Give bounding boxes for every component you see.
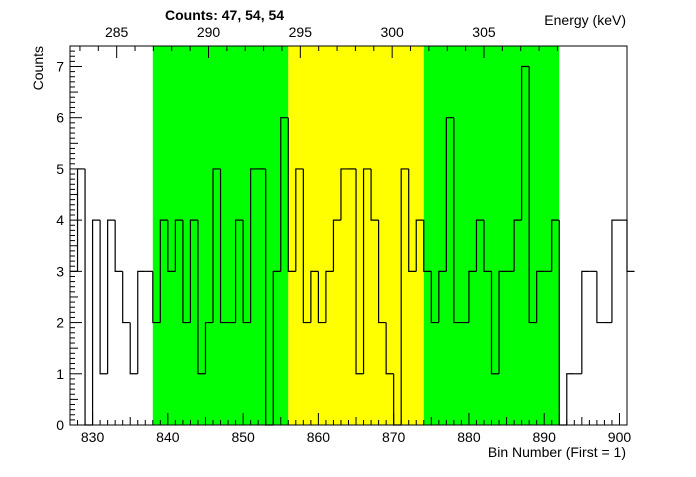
histogram-bin xyxy=(498,270,507,374)
histogram-bin xyxy=(212,168,221,323)
histogram-bin xyxy=(536,270,545,323)
histogram-bin xyxy=(521,65,530,221)
energy-tick-label: 285 xyxy=(105,24,129,40)
histogram-bin xyxy=(174,219,183,272)
histogram-bin xyxy=(453,117,462,324)
histogram-bin xyxy=(99,220,108,375)
energy-tick-label: 300 xyxy=(380,24,404,40)
histogram-bin xyxy=(234,219,244,323)
histogram-bin xyxy=(596,271,605,324)
histogram-bin xyxy=(152,271,161,324)
energy-axis-label: Energy (keV) xyxy=(544,12,626,28)
histogram-bin xyxy=(445,117,454,272)
y-tick-label: 2 xyxy=(56,315,64,331)
y-tick-label: 7 xyxy=(56,58,64,74)
histogram-bin xyxy=(302,168,311,324)
x-tick-label: 840 xyxy=(156,429,180,445)
x-tick-label: 830 xyxy=(81,429,105,445)
histogram-bin xyxy=(340,168,349,221)
histogram-bin xyxy=(167,220,176,272)
histogram-bin xyxy=(490,271,500,375)
x-tick-label: 890 xyxy=(533,429,557,445)
histogram-bin xyxy=(362,168,372,374)
histogram-bin xyxy=(197,220,206,375)
histogram-bin xyxy=(483,220,492,272)
x-tick-label: 860 xyxy=(307,429,331,445)
energy-tick-label: 295 xyxy=(289,24,313,40)
histogram-bin xyxy=(182,220,191,324)
histogram-bin xyxy=(438,270,447,323)
histogram-bin xyxy=(189,219,198,323)
histogram-bin xyxy=(91,219,101,425)
histogram-bin xyxy=(122,271,131,324)
histogram-bin xyxy=(581,270,590,374)
x-tick-label: 900 xyxy=(608,429,632,445)
histogram-bin xyxy=(325,270,334,323)
histogram-bin xyxy=(204,321,214,374)
histogram-bin xyxy=(355,168,364,375)
histogram-bin xyxy=(295,168,304,272)
histogram-bin xyxy=(114,220,123,272)
histogram-bin xyxy=(400,168,409,425)
y-tick-label: 3 xyxy=(56,263,64,279)
histogram-bin xyxy=(558,220,567,426)
histogram-bin xyxy=(310,270,319,323)
histogram-bin xyxy=(468,270,477,323)
histogram-bin xyxy=(566,373,575,425)
energy-tick-label: 305 xyxy=(472,24,496,40)
histogram-bin xyxy=(370,168,379,221)
y-tick-label: 0 xyxy=(56,417,64,433)
histogram-bin xyxy=(423,220,432,272)
y-axis-label: Counts xyxy=(30,46,46,90)
histogram-bin xyxy=(159,219,168,323)
y-tick-label: 5 xyxy=(56,161,64,177)
histogram-bin xyxy=(287,117,296,272)
x-axis-label: Bin Number (First = 1) xyxy=(488,444,626,460)
x-tick-label: 850 xyxy=(231,429,255,445)
histogram-bin xyxy=(250,168,259,323)
axes: 830 840 850 860 870 880 890 900 0 1 2 3 4 5 6 7 285 290 29… xyxy=(56,24,631,445)
histogram-bin xyxy=(332,219,341,272)
histogram-bin xyxy=(385,322,394,375)
histogram-bin xyxy=(280,117,289,272)
histogram-bin xyxy=(611,219,620,323)
chart-title: Counts: 47, 54, 54 xyxy=(165,7,284,23)
x-tick-label: 880 xyxy=(457,429,481,445)
histogram-bin xyxy=(84,168,93,426)
histogram-bin xyxy=(107,219,116,374)
histogram-bin xyxy=(415,219,424,272)
histogram-bin xyxy=(378,220,387,324)
histogram-bin xyxy=(513,219,522,272)
y-tick-label: 4 xyxy=(56,212,64,228)
histogram-bin xyxy=(626,220,635,272)
histogram-bin xyxy=(129,322,138,375)
histogram-bin xyxy=(551,219,560,272)
histogram-bin xyxy=(430,271,439,324)
histogram-bin xyxy=(137,270,146,374)
histogram-bin xyxy=(272,270,281,425)
histogram-bin xyxy=(528,66,537,324)
energy-tick-label: 290 xyxy=(197,24,221,40)
histogram-bin xyxy=(317,271,326,324)
x-tick-label: 870 xyxy=(382,429,406,445)
y-tick-label: 6 xyxy=(56,110,64,126)
histogram-bin xyxy=(408,168,417,272)
histogram-bin xyxy=(219,168,229,324)
y-tick-label: 1 xyxy=(56,366,64,382)
histogram-bin xyxy=(242,220,251,324)
histogram-bin xyxy=(475,219,484,272)
